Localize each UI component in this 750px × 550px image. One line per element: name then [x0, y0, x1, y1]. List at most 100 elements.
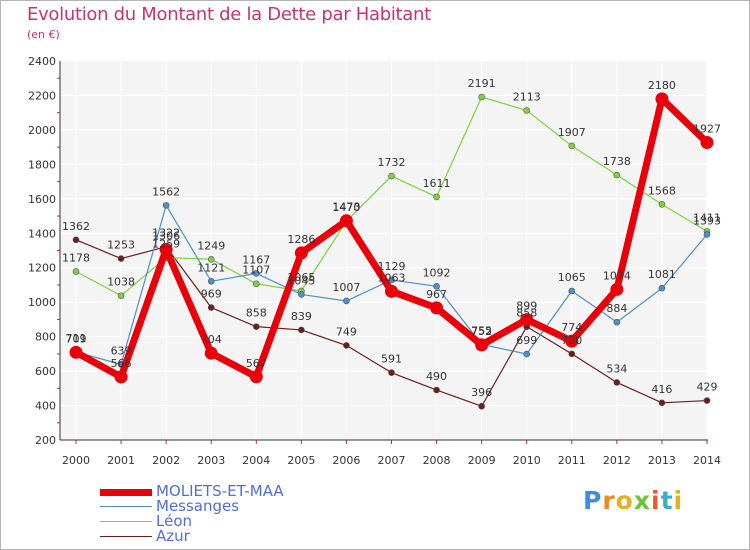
data-label-1-2014: 1393: [693, 214, 721, 227]
data-label-1-2003: 1121: [197, 261, 225, 274]
logo-letter: o: [615, 486, 634, 515]
series-point-2-2001: [117, 292, 125, 299]
series-point-0-2009: [475, 338, 489, 352]
series-point-0-2003: [204, 346, 218, 360]
data-label-3-2013: 416: [651, 383, 672, 396]
series-point-3-2013: [658, 399, 666, 407]
series-point-3-2014: [703, 397, 711, 404]
series-point-1-2003: [207, 278, 215, 285]
data-label-2-2009: 2191: [468, 77, 496, 90]
data-label-0-2000: 709: [66, 332, 87, 345]
chart-title: Evolution du Montant de la Dette par Hab…: [27, 4, 431, 25]
x-tick-label-2004: 2004: [242, 454, 270, 467]
series-point-1-2014: [703, 231, 711, 238]
logo-letter: t: [660, 486, 674, 515]
y-tick-label-800: 800: [35, 331, 56, 344]
data-label-1-2008: 1092: [423, 266, 451, 279]
data-label-1-2010: 699: [516, 334, 537, 347]
x-tick-label-2005: 2005: [287, 454, 315, 467]
series-point-0-2007: [385, 284, 398, 298]
series-point-1-2012: [613, 318, 621, 326]
legend-label-messanges: Messanges: [156, 497, 240, 515]
series-point-1-2011: [568, 287, 576, 295]
data-label-0-2007: 1063: [378, 271, 406, 284]
data-label-2-2013: 1568: [648, 184, 676, 197]
series-point-0-2014: [700, 135, 714, 149]
series-point-0-2006: [339, 214, 353, 228]
data-label-0-2009: 752: [471, 325, 492, 338]
series-point-2-2011: [568, 142, 576, 150]
series-point-3-2005: [298, 326, 305, 334]
legend-item-messanges[interactable]: Messanges: [100, 497, 400, 515]
series-point-0-2010: [520, 313, 534, 327]
data-label-1-2005: 1045: [287, 274, 315, 287]
series-point-0-2008: [430, 301, 444, 315]
series-point-0-2004: [249, 370, 263, 384]
data-label-0-2004: 567: [246, 357, 267, 370]
data-label-0-2008: 967: [426, 288, 447, 301]
legend-item-leon[interactable]: Léon: [100, 512, 400, 530]
series-point-3-2009: [478, 402, 485, 410]
data-label-1-2002: 1562: [152, 185, 180, 198]
legend-item-moliets[interactable]: MOLIETS-ET-MAA: [100, 482, 400, 500]
data-label-1-2011: 1065: [558, 271, 586, 284]
series-point-2-2000: [72, 268, 80, 275]
series-point-3-2004: [252, 323, 260, 330]
series-point-3-2006: [343, 342, 350, 349]
series-point-2-2013: [658, 201, 666, 208]
data-label-2-2006: 1470: [332, 201, 360, 214]
series-point-2-2003: [207, 255, 215, 263]
x-tick-label-2014: 2014: [693, 454, 721, 467]
data-label-0-2006: 1473: [332, 201, 360, 214]
logo-letter: P: [583, 486, 603, 515]
x-tick-label-2009: 2009: [468, 454, 496, 467]
series-point-2-2008: [433, 193, 440, 201]
x-tick-label-2006: 2006: [332, 454, 360, 467]
x-tick-label-2008: 2008: [423, 454, 451, 467]
series-point-0-2012: [610, 282, 624, 296]
data-label-2-2005: 1065: [287, 271, 315, 284]
data-label-3-2004: 858: [246, 307, 267, 320]
legend-label-moliets: MOLIETS-ET-MAA: [156, 482, 284, 500]
x-tick-label-2013: 2013: [648, 454, 676, 467]
legend-swatch-leon: [100, 521, 152, 522]
data-label-3-2000: 1362: [62, 220, 90, 233]
series-point-2-2012: [613, 171, 621, 179]
data-label-1-2004: 1167: [242, 253, 270, 266]
series-point-1-2005: [298, 291, 305, 298]
series-point-3-2001: [117, 255, 125, 262]
x-tick-label-2002: 2002: [152, 454, 180, 467]
x-tick-label-2010: 2010: [513, 454, 541, 467]
data-label-0-2011: 774: [561, 321, 582, 334]
data-label-1-2009: 755: [471, 324, 492, 337]
logo-letter: r: [602, 486, 616, 515]
data-label-3-2007: 591: [381, 353, 402, 366]
y-tick-label-1600: 1600: [28, 193, 56, 206]
x-tick-label-2007: 2007: [378, 454, 406, 467]
series-point-2-2009: [478, 93, 485, 101]
data-label-1-2007: 1129: [378, 260, 406, 273]
data-label-1-2012: 884: [606, 302, 627, 315]
data-label-0-2014: 1927: [693, 122, 721, 135]
data-label-0-2002: 1306: [152, 229, 180, 242]
series-point-0-2000: [69, 345, 83, 359]
data-label-2-2003: 1249: [197, 239, 225, 252]
series-point-3-2012: [613, 379, 621, 386]
data-label-3-2006: 749: [336, 325, 357, 338]
series-point-1-2008: [433, 283, 440, 290]
legend: MOLIETS-ET-MAA Messanges Léon Azur: [100, 482, 400, 545]
y-tick-label-200: 200: [35, 434, 56, 447]
data-label-3-2011: 700: [561, 334, 582, 347]
data-label-2-2001: 1038: [107, 276, 135, 289]
series-point-3-2000: [72, 236, 80, 244]
y-tick-label-2000: 2000: [28, 124, 56, 137]
data-label-0-2001: 566: [111, 357, 132, 370]
legend-label-leon: Léon: [156, 512, 193, 530]
data-label-1-2013: 1081: [648, 268, 676, 281]
legend-item-azur[interactable]: Azur: [100, 527, 400, 545]
logo-letter: x: [633, 486, 651, 515]
data-label-0-2013: 2180: [648, 79, 676, 92]
series-point-0-2013: [655, 92, 669, 106]
proxiti-logo: Proxiti: [583, 486, 683, 515]
